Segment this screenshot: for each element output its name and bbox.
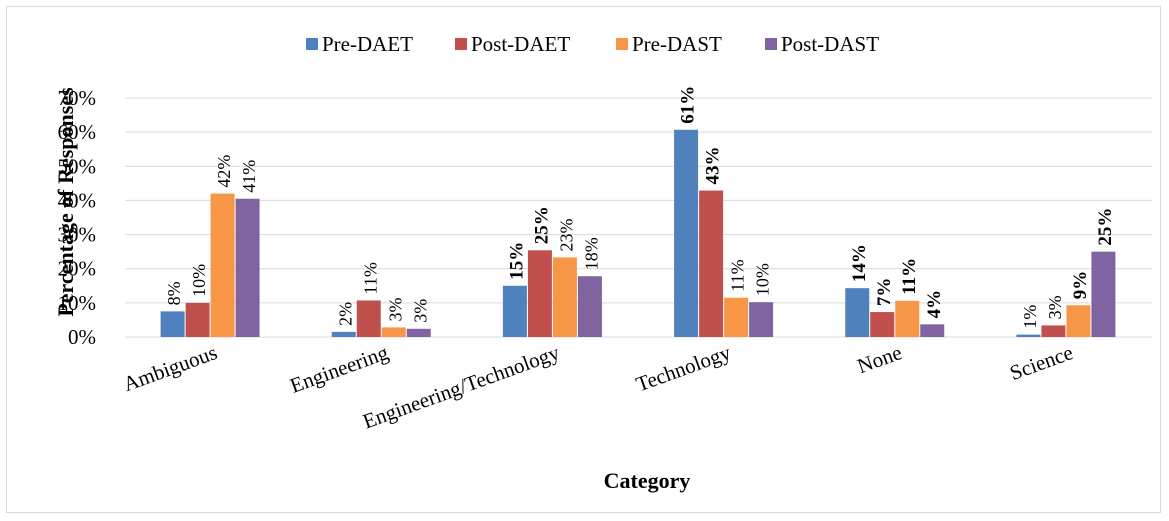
legend-label: Post-DAET	[471, 32, 570, 56]
y-axis-title: Percentage of Responses	[53, 87, 78, 317]
data-label: 3%	[410, 299, 430, 323]
legend-label: Post-DAST	[781, 32, 879, 56]
bar	[406, 328, 431, 337]
bar	[920, 324, 945, 337]
legend-label: Pre-DAST	[632, 32, 722, 56]
x-category-label: Science	[1007, 340, 1077, 385]
gridlines	[125, 97, 1152, 338]
bar	[381, 327, 406, 337]
y-tick-label: 30%	[58, 223, 97, 247]
bar	[870, 312, 895, 337]
y-tick-label: 10%	[58, 291, 97, 315]
bar	[331, 331, 356, 337]
bar	[724, 297, 749, 337]
x-category-label: Engineering/Technology	[360, 340, 563, 434]
bar	[895, 300, 920, 337]
bars	[160, 129, 1116, 337]
data-label: 43%	[703, 147, 724, 185]
x-category-label: None	[854, 340, 905, 378]
data-label: 11%	[728, 259, 748, 291]
legend-label: Pre-DAET	[322, 32, 413, 56]
data-label: 18%	[581, 237, 601, 270]
data-label: 14%	[849, 244, 870, 282]
data-label: 23%	[556, 218, 576, 251]
data-label: 2%	[335, 302, 355, 326]
data-label: 15%	[506, 242, 527, 280]
bar	[502, 285, 527, 337]
bar	[356, 300, 381, 337]
data-labels: 8%2%15%61%14%1%10% 11%25%43%7%3%42%3%23%1…	[164, 86, 1116, 329]
bar	[577, 276, 602, 337]
data-label: 42%	[214, 155, 234, 188]
bar	[235, 198, 260, 337]
data-label: 10%	[753, 263, 773, 296]
bar	[552, 257, 577, 337]
y-tick-label: 70%	[58, 86, 97, 110]
data-label: 11%	[360, 262, 380, 294]
x-category-label: Technology	[633, 340, 735, 397]
bar	[1041, 325, 1066, 337]
bar	[1091, 251, 1116, 337]
bar	[160, 311, 185, 337]
bar	[527, 250, 552, 337]
data-label: 3%	[1045, 295, 1065, 319]
data-label: 25%	[531, 206, 552, 244]
y-tick-label: 20%	[58, 257, 97, 281]
data-label: 11%	[899, 258, 920, 295]
y-tick-label: 0%	[68, 325, 96, 349]
legend-swatch	[616, 38, 628, 50]
y-tick-label: 50%	[58, 154, 97, 178]
y-axis-ticks: 0% 10% 20% 30% 40% 50% 60% 70%	[58, 86, 97, 349]
bar	[699, 190, 724, 337]
data-label: 3%	[385, 297, 405, 321]
data-label: 1%	[1020, 305, 1040, 329]
data-label: 61%	[678, 86, 699, 124]
bar	[185, 302, 210, 337]
y-tick-label: 40%	[58, 188, 97, 212]
legend-swatch	[455, 38, 467, 50]
y-tick-label: 60%	[58, 120, 97, 144]
data-label: 10%	[189, 264, 209, 297]
bar	[674, 129, 699, 337]
bar	[845, 288, 870, 337]
x-axis-title: Category	[604, 468, 691, 493]
chart-frame	[6, 6, 1161, 513]
legend-swatch	[765, 38, 777, 50]
x-category-label: Ambiguous	[120, 340, 220, 396]
data-label: 41%	[239, 160, 259, 193]
bar	[749, 302, 774, 337]
data-label: 25%	[1095, 208, 1116, 246]
legend: Pre-DAET Post-DAET Pre-DAST Post-DAST	[306, 32, 879, 56]
data-label: 7%	[874, 278, 895, 307]
x-axis-categories: Ambiguous EngineeringEngineering/Technolo…	[120, 340, 1076, 434]
legend-swatch	[306, 38, 318, 50]
data-label: 4%	[924, 290, 945, 319]
bar	[210, 193, 235, 337]
bar	[1016, 334, 1041, 337]
x-category-label: Engineering	[287, 340, 392, 398]
data-label: 8%	[164, 281, 184, 305]
bar	[1066, 305, 1091, 337]
data-label: 9%	[1070, 271, 1091, 300]
